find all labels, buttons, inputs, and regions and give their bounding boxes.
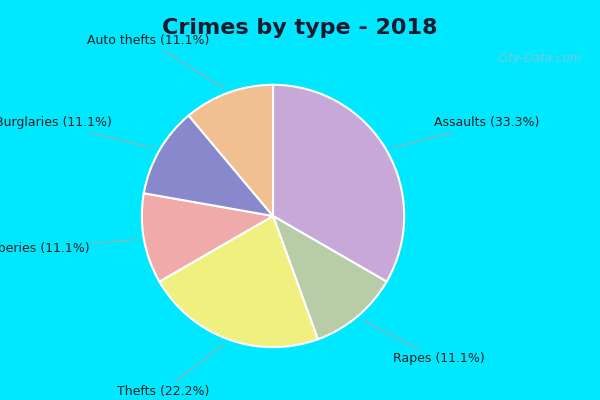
Text: City-Data.com: City-Data.com [498,52,582,65]
Wedge shape [273,85,404,282]
Text: Crimes by type - 2018: Crimes by type - 2018 [162,18,438,38]
Text: Assaults (33.3%): Assaults (33.3%) [393,116,540,148]
Wedge shape [160,216,318,347]
Text: Burglaries (11.1%): Burglaries (11.1%) [0,116,153,148]
Wedge shape [188,85,273,216]
Text: Robberies (11.1%): Robberies (11.1%) [0,240,137,255]
Wedge shape [144,116,273,216]
Text: Auto thefts (11.1%): Auto thefts (11.1%) [87,34,224,88]
Text: Thefts (22.2%): Thefts (22.2%) [117,344,224,398]
Wedge shape [142,193,273,282]
Wedge shape [273,216,386,339]
Text: Rapes (11.1%): Rapes (11.1%) [363,320,485,365]
